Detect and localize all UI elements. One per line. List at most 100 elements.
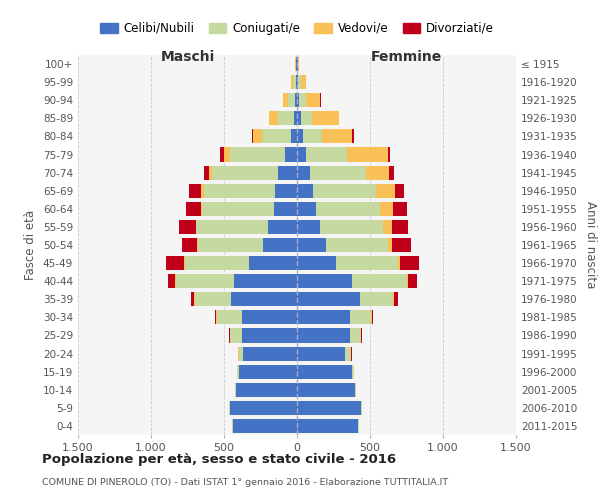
Bar bbox=[360, 292, 394, 306]
Bar bbox=[294, 112, 297, 126]
Bar bbox=[338, 112, 340, 126]
Bar bbox=[306, 148, 347, 162]
Bar bbox=[287, 93, 295, 108]
Bar bbox=[299, 93, 306, 108]
Bar bbox=[236, 382, 297, 397]
Bar bbox=[361, 401, 362, 415]
Bar bbox=[198, 238, 263, 252]
Bar bbox=[303, 130, 322, 143]
Bar bbox=[365, 166, 389, 179]
Bar bbox=[233, 419, 297, 433]
Bar bbox=[200, 202, 202, 216]
Text: Maschi: Maschi bbox=[160, 50, 215, 64]
Bar bbox=[212, 166, 278, 179]
Bar bbox=[191, 292, 194, 306]
Bar bbox=[274, 202, 297, 216]
Bar bbox=[297, 57, 298, 71]
Bar bbox=[243, 346, 297, 360]
Bar bbox=[394, 202, 407, 216]
Bar bbox=[297, 130, 303, 143]
Bar bbox=[189, 184, 200, 198]
Bar bbox=[230, 148, 286, 162]
Bar bbox=[220, 148, 224, 162]
Bar bbox=[200, 184, 203, 198]
Legend: Celibi/Nubili, Coniugati/e, Vedovi/e, Divorziati/e: Celibi/Nubili, Coniugati/e, Vedovi/e, Di… bbox=[95, 17, 499, 40]
Bar bbox=[297, 346, 345, 360]
Bar bbox=[347, 148, 388, 162]
Bar bbox=[361, 328, 362, 342]
Bar bbox=[253, 130, 262, 143]
Bar bbox=[297, 220, 320, 234]
Bar bbox=[232, 419, 233, 433]
Bar bbox=[301, 112, 313, 126]
Bar bbox=[237, 364, 239, 378]
Bar bbox=[392, 220, 408, 234]
Bar bbox=[297, 401, 361, 415]
Bar bbox=[297, 112, 301, 126]
Bar bbox=[298, 75, 301, 89]
Y-axis label: Fasce di età: Fasce di età bbox=[25, 210, 37, 280]
Bar bbox=[337, 256, 398, 270]
Bar bbox=[262, 130, 291, 143]
Bar bbox=[182, 238, 197, 252]
Bar bbox=[242, 310, 297, 324]
Bar bbox=[234, 274, 297, 288]
Bar bbox=[297, 75, 298, 89]
Bar bbox=[249, 256, 297, 270]
Bar bbox=[326, 238, 388, 252]
Bar bbox=[297, 238, 326, 252]
Bar bbox=[168, 274, 175, 288]
Bar bbox=[252, 130, 253, 143]
Bar bbox=[175, 274, 176, 288]
Bar bbox=[235, 382, 236, 397]
Bar bbox=[230, 401, 297, 415]
Bar bbox=[291, 130, 297, 143]
Bar bbox=[389, 166, 394, 179]
Bar bbox=[313, 112, 338, 126]
Bar bbox=[350, 310, 371, 324]
Bar bbox=[306, 93, 320, 108]
Bar bbox=[297, 166, 310, 179]
Bar bbox=[283, 93, 287, 108]
Bar bbox=[297, 419, 358, 433]
Bar bbox=[310, 166, 365, 179]
Bar bbox=[176, 274, 234, 288]
Bar bbox=[297, 93, 299, 108]
Bar bbox=[297, 184, 313, 198]
Bar bbox=[352, 364, 354, 378]
Bar bbox=[217, 310, 242, 324]
Bar bbox=[400, 256, 419, 270]
Bar bbox=[275, 184, 297, 198]
Bar bbox=[202, 202, 274, 216]
Bar bbox=[166, 256, 184, 270]
Text: Femmine: Femmine bbox=[371, 50, 442, 64]
Bar bbox=[320, 220, 383, 234]
Bar bbox=[215, 310, 217, 324]
Bar bbox=[301, 75, 306, 89]
Bar bbox=[297, 364, 352, 378]
Bar bbox=[297, 382, 355, 397]
Bar bbox=[313, 184, 376, 198]
Bar bbox=[296, 57, 297, 71]
Bar bbox=[297, 274, 352, 288]
Bar bbox=[232, 292, 297, 306]
Bar bbox=[239, 346, 243, 360]
Bar bbox=[380, 202, 394, 216]
Bar bbox=[295, 93, 297, 108]
Bar bbox=[350, 328, 361, 342]
Bar bbox=[296, 75, 297, 89]
Bar bbox=[224, 148, 230, 162]
Bar bbox=[352, 130, 354, 143]
Bar bbox=[392, 238, 411, 252]
Bar bbox=[322, 130, 352, 143]
Y-axis label: Anni di nascita: Anni di nascita bbox=[584, 202, 597, 288]
Bar bbox=[297, 202, 316, 216]
Bar bbox=[209, 166, 212, 179]
Bar bbox=[352, 274, 407, 288]
Bar bbox=[268, 220, 297, 234]
Bar bbox=[297, 310, 350, 324]
Bar bbox=[203, 184, 275, 198]
Text: Popolazione per età, sesso e stato civile - 2016: Popolazione per età, sesso e stato civil… bbox=[42, 452, 396, 466]
Bar bbox=[398, 256, 400, 270]
Bar bbox=[185, 256, 249, 270]
